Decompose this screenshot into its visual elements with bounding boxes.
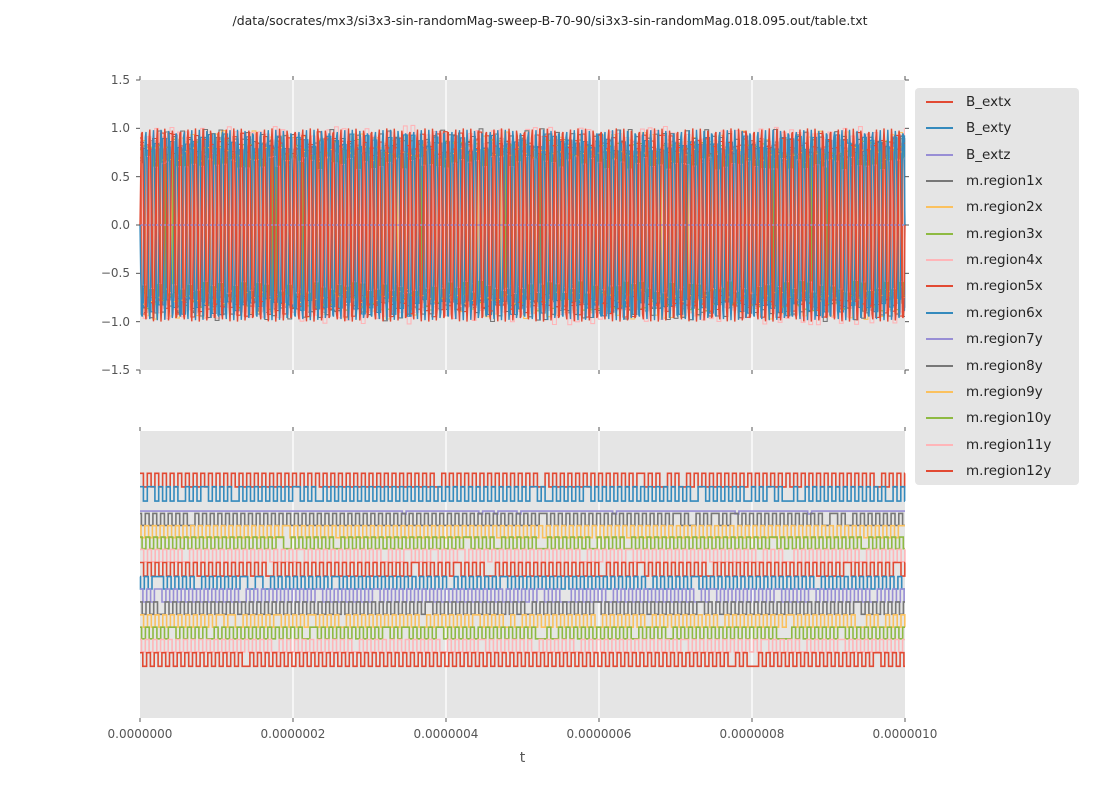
legend-entry: m.region8y bbox=[915, 352, 1079, 378]
legend-label: B_extx bbox=[966, 94, 1011, 110]
legend-label: m.region10y bbox=[966, 410, 1051, 426]
legend-line-sample bbox=[926, 312, 953, 314]
legend-line-sample bbox=[926, 206, 953, 208]
x-tick-label: 0.0000010 bbox=[860, 727, 950, 741]
legend-line-sample bbox=[926, 391, 953, 393]
legend-entry: m.region6x bbox=[915, 300, 1079, 326]
bottom-plot-axes bbox=[140, 431, 905, 718]
legend-line-sample bbox=[926, 365, 953, 367]
legend-line-sample bbox=[926, 101, 953, 103]
x-tick-label: 0.0000008 bbox=[707, 727, 797, 741]
y-tick-label: 0.5 bbox=[40, 170, 130, 184]
legend-entry: m.region10y bbox=[915, 405, 1079, 431]
legend-line-sample bbox=[926, 127, 953, 129]
legend-label: m.region9y bbox=[966, 384, 1043, 400]
legend-label: m.region11y bbox=[966, 437, 1051, 453]
legend-label: m.region7y bbox=[966, 331, 1043, 347]
figure-title: /data/socrates/mx3/si3x3-sin-randomMag-s… bbox=[0, 13, 1100, 28]
legend-label: B_extz bbox=[966, 147, 1010, 163]
legend-label: m.region8y bbox=[966, 358, 1043, 374]
legend-entry: m.region1x bbox=[915, 168, 1079, 194]
x-axis-label: t bbox=[140, 750, 905, 766]
legend-line-sample bbox=[926, 417, 953, 419]
legend-line-sample bbox=[926, 180, 953, 182]
band-m.region5x bbox=[140, 563, 905, 577]
legend-entry: B_extz bbox=[915, 141, 1079, 167]
legend-label: m.region3x bbox=[966, 226, 1043, 242]
x-tick-label: 0.0000004 bbox=[401, 727, 491, 741]
figure: /data/socrates/mx3/si3x3-sin-randomMag-s… bbox=[0, 0, 1100, 800]
legend-line-sample bbox=[926, 338, 953, 340]
legend-label: m.region5x bbox=[966, 278, 1043, 294]
y-tick-label: −1.5 bbox=[40, 363, 130, 377]
band-m.region6x bbox=[140, 577, 905, 589]
legend-line-sample bbox=[926, 444, 953, 446]
y-tick-label: 0.0 bbox=[40, 218, 130, 232]
legend: B_extx B_exty B_extz m.region1x m.region2x m.… bbox=[915, 88, 1079, 485]
legend-line-sample bbox=[926, 470, 953, 472]
legend-entry: m.region12y bbox=[915, 458, 1079, 484]
legend-entry: B_exty bbox=[915, 115, 1079, 141]
legend-label: m.region1x bbox=[966, 173, 1043, 189]
y-tick-label: −0.5 bbox=[40, 266, 130, 280]
legend-entry: m.region11y bbox=[915, 432, 1079, 458]
legend-entry: m.region9y bbox=[915, 379, 1079, 405]
legend-entry: m.region5x bbox=[915, 273, 1079, 299]
top-plot-axes bbox=[140, 80, 905, 370]
legend-entry: m.region2x bbox=[915, 194, 1079, 220]
legend-line-sample bbox=[926, 259, 953, 261]
legend-label: m.region12y bbox=[966, 463, 1051, 479]
legend-entry: m.region3x bbox=[915, 221, 1079, 247]
legend-line-sample bbox=[926, 233, 953, 235]
x-tick-label: 0.0000002 bbox=[248, 727, 338, 741]
legend-label: B_exty bbox=[966, 120, 1011, 136]
legend-label: m.region2x bbox=[966, 199, 1043, 215]
legend-line-sample bbox=[926, 154, 953, 156]
y-tick-label: 1.0 bbox=[40, 121, 130, 135]
band-B_extx bbox=[140, 473, 905, 487]
legend-label: m.region6x bbox=[966, 305, 1043, 321]
x-tick-label: 0.0000000 bbox=[95, 727, 185, 741]
legend-line-sample bbox=[926, 285, 953, 287]
legend-label: m.region4x bbox=[966, 252, 1043, 268]
legend-entry: m.region4x bbox=[915, 247, 1079, 273]
y-tick-label: −1.0 bbox=[40, 315, 130, 329]
x-tick-label: 0.0000006 bbox=[554, 727, 644, 741]
legend-entry: B_extx bbox=[915, 89, 1079, 115]
y-tick-label: 1.5 bbox=[40, 73, 130, 87]
legend-entry: m.region7y bbox=[915, 326, 1079, 352]
